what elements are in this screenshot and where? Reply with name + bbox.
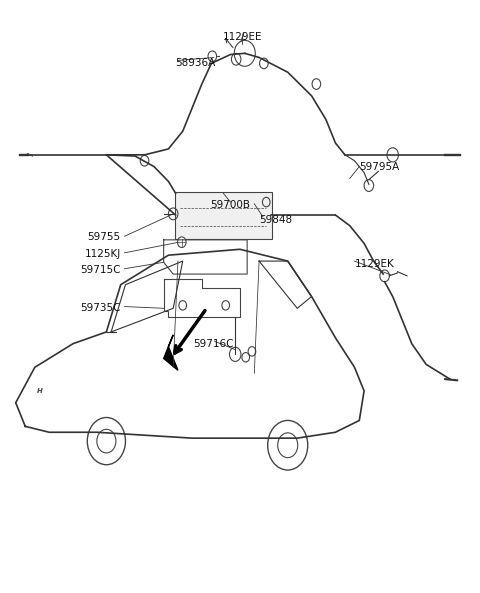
Circle shape xyxy=(178,237,186,247)
Text: 1129EK: 1129EK xyxy=(355,259,394,269)
Text: 1125KJ: 1125KJ xyxy=(84,249,120,259)
Text: 59735C: 59735C xyxy=(80,303,120,313)
Text: 59716C: 59716C xyxy=(193,339,234,349)
Text: 58936A: 58936A xyxy=(176,58,216,68)
Polygon shape xyxy=(164,335,178,370)
Text: 1129EE: 1129EE xyxy=(223,32,262,42)
Text: 59795A: 59795A xyxy=(360,162,399,171)
Text: H: H xyxy=(36,388,43,394)
Text: 59755: 59755 xyxy=(87,232,120,243)
Text: 59700B: 59700B xyxy=(210,200,251,210)
Text: 59848: 59848 xyxy=(259,215,292,225)
Text: 59715C: 59715C xyxy=(80,265,120,275)
FancyBboxPatch shape xyxy=(175,192,272,238)
